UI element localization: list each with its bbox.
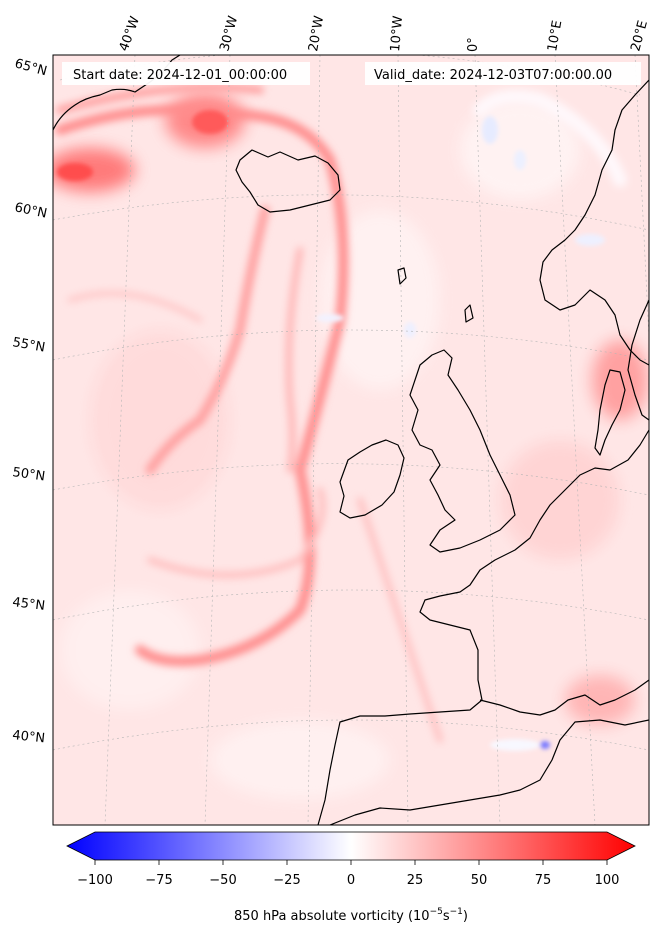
colorbar-tick-label: 25 bbox=[407, 873, 424, 888]
colorbar-ticks: −100 −75 −50 −25 0 25 50 75 100 bbox=[77, 860, 619, 888]
colorbar-tick-label: −75 bbox=[145, 873, 172, 888]
valid-date-box bbox=[365, 62, 641, 85]
coast-denmark bbox=[594, 369, 626, 456]
colorbar-tick-label: 100 bbox=[595, 873, 620, 888]
lon-label-10w: 10°W bbox=[388, 15, 406, 52]
valid-date-label: Valid_date: 2024-12-03T07:00:00.00 bbox=[374, 68, 612, 83]
lon-label-10e: 10°E bbox=[545, 19, 565, 52]
coast-sweden bbox=[627, 299, 649, 421]
longitude-labels: 40°W 30°W 20°W 10°W 0° 10°E 20°E bbox=[117, 14, 651, 53]
coast-faroe bbox=[464, 304, 474, 323]
lat-label-45n: 45°N bbox=[12, 595, 46, 614]
colorbar-bar bbox=[66, 831, 636, 861]
graticule bbox=[53, 55, 649, 825]
map-panel bbox=[53, 55, 649, 825]
lon-label-30w: 30°W bbox=[217, 14, 241, 53]
start-date-label: Start date: 2024-12-01_00:00:00 bbox=[73, 68, 287, 83]
lon-label-20e: 20°E bbox=[628, 19, 651, 53]
colorbar-tick-label: −100 bbox=[77, 873, 113, 888]
colorbar-tick-label: −50 bbox=[209, 873, 236, 888]
coast-iceland bbox=[235, 149, 341, 213]
colorbar-tick-label: 50 bbox=[471, 873, 488, 888]
vorticity-field bbox=[53, 83, 648, 800]
coast-mediterranean bbox=[479, 679, 649, 716]
lon-label-20w: 20°W bbox=[306, 15, 327, 53]
header-labels: Start date: 2024-12-01_00:00:00 Valid_da… bbox=[62, 62, 641, 85]
colorbar-tick-label: 0 bbox=[347, 873, 355, 888]
coast-ireland bbox=[339, 439, 405, 519]
coast-continent-west bbox=[317, 429, 649, 825]
coast-norway bbox=[539, 79, 649, 366]
lat-label-55n: 55°N bbox=[11, 335, 46, 355]
colorbar-tick-label: −25 bbox=[273, 873, 300, 888]
lat-label-40n: 40°N bbox=[12, 728, 46, 746]
map-frame bbox=[52, 54, 650, 826]
coastlines bbox=[53, 55, 649, 825]
latitude-labels: 65°N 60°N 55°N 50°N 45°N 40°N bbox=[11, 56, 48, 746]
lat-label-50n: 50°N bbox=[11, 465, 46, 484]
start-date-box bbox=[62, 62, 310, 85]
lon-label-40w: 40°W bbox=[117, 14, 143, 53]
lon-label-0: 0° bbox=[466, 37, 481, 52]
coast-africa bbox=[329, 719, 649, 825]
coast-great-britain bbox=[409, 349, 516, 553]
coast-shetland bbox=[397, 267, 407, 285]
lat-label-65n: 65°N bbox=[13, 56, 49, 79]
colorbar-label: 850 hPa absolute vorticity (10−5s−1) bbox=[234, 907, 468, 924]
lat-label-60n: 60°N bbox=[13, 200, 48, 221]
colorbar: −100 −75 −50 −25 0 25 50 75 100 850 hPa absolute… bbox=[66, 831, 636, 924]
colorbar-tick-label: 75 bbox=[535, 873, 552, 888]
